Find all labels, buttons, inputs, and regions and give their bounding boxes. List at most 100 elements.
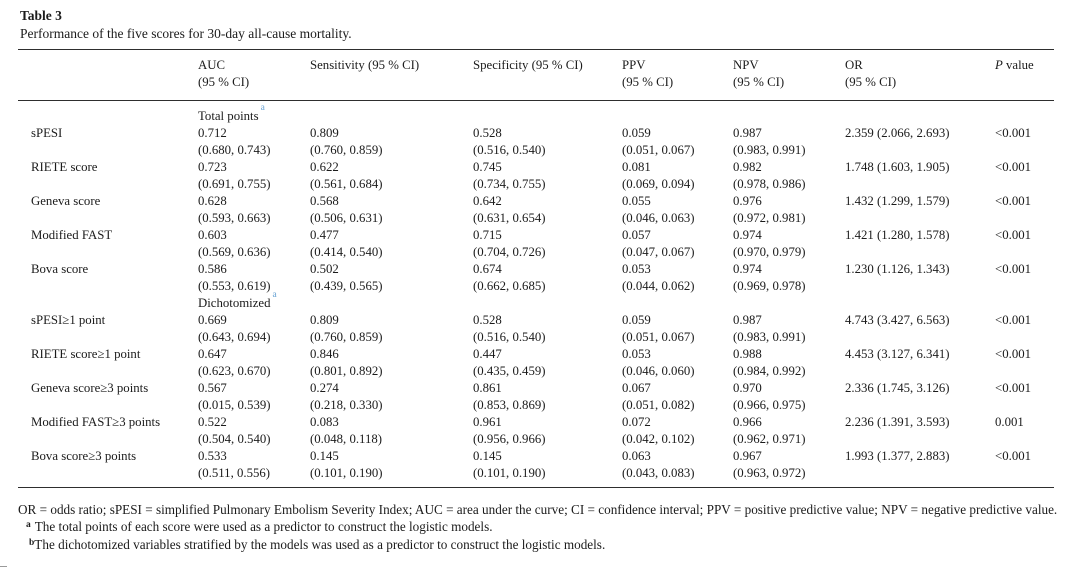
sensitivity-cell: 0.622 (0.561, 0.684) (310, 160, 383, 191)
table-row: Modified FAST≥3 points 0.522 (0.504, 0.540… (18, 414, 1054, 448)
npv-cell: 0.987 (0.983, 0.991) (733, 313, 806, 344)
npv-cell: 0.970 (0.966, 0.975) (733, 381, 806, 412)
abbreviations-note: OR = odds ratio; sPESI = simplified Pulm… (18, 502, 1058, 517)
row-label-cell: Geneva score≥3 points (31, 381, 149, 395)
npv-cell: 0.967 (0.963, 0.972) (733, 448, 845, 488)
specificity-cell: 0.145 (0.101, 0.190) (473, 448, 622, 488)
table-title: Table 3 (20, 8, 62, 23)
sensitivity-cell: 0.809 (0.760, 0.859) (310, 126, 383, 157)
table-header: AUC (95 % CI) Sensitivity (95 % CI) Specifi… (18, 49, 1054, 101)
table-row: Geneva score 0.628 (0.593, 0.663) 0.568 (0.5… (18, 193, 1054, 227)
table-row: Modified FAST 0.603 (0.569, 0.636) 0.477 (0.… (18, 227, 1054, 261)
row-label-cell: Modified FAST (31, 228, 113, 242)
column-header: P value (995, 49, 1054, 101)
specificity-cell: 0.447 (0.435, 0.459) (473, 347, 546, 378)
footnotes: OR = odds ratio; sPESI = simplified Pulm… (18, 501, 1060, 553)
sensitivity-cell: 0.809 (0.760, 0.859) (310, 313, 383, 344)
ppv-cell: 0.059 (0.051, 0.067) (622, 126, 695, 157)
table-row: sPESI≥1 point 0.669 (0.643, 0.694) 0.809 (0.… (18, 312, 1054, 346)
sensitivity-cell: 0.274 (0.218, 0.330) (310, 381, 383, 412)
ppv-cell: 0.067 (0.051, 0.082) (622, 381, 695, 412)
sensitivity-cell: 0.083 (0.048, 0.118) (310, 415, 383, 446)
empty-cell (18, 101, 198, 126)
specificity-cell: 0.528 (0.516, 0.540) (473, 313, 546, 344)
or-cell: 4.453 (3.127, 6.341) (845, 347, 950, 361)
npv-cell: 0.966 (0.962, 0.971) (733, 415, 806, 446)
auc-cell: 0.586 (0.553, 0.619) (198, 262, 271, 293)
footnote-a-text: The total points of each score were used… (34, 519, 493, 535)
or-cell: 4.743 (3.427, 6.563) (845, 313, 950, 327)
ppv-cell: 0.072 (0.042, 0.102) (622, 415, 695, 446)
p-value-cell: <0.001 (995, 126, 1032, 140)
auc-cell: 0.533 (0.511, 0.556) (198, 448, 310, 488)
footnote-marker: a (272, 290, 277, 301)
specificity-cell: 0.528 (0.516, 0.540) (473, 126, 546, 157)
row-label-cell: Modified FAST≥3 points (31, 415, 161, 429)
column-header: AUC (95 % CI) (198, 49, 310, 101)
npv-cell: 0.982 (0.978, 0.986) (733, 160, 806, 191)
table-body: Total pointsa sPESI 0.712 (0.680, 0.743) 0.8… (18, 101, 1054, 488)
section-header-row: Total pointsa (18, 101, 1054, 126)
p-value-cell: <0.001 (995, 381, 1032, 395)
ppv-cell: 0.055 (0.046, 0.063) (622, 194, 695, 225)
p-value-cell: <0.001 (995, 160, 1032, 174)
row-label-cell: sPESI≥1 point (31, 313, 106, 327)
auc-cell: 0.603 (0.569, 0.636) (198, 228, 271, 259)
page-crop-mark (0, 566, 7, 567)
auc-cell: 0.712 (0.680, 0.743) (198, 126, 271, 157)
ppv-cell: 0.081 (0.069, 0.094) (622, 160, 695, 191)
ppv-cell: 0.057 (0.047, 0.067) (622, 228, 695, 259)
results-table: AUC (95 % CI) Sensitivity (95 % CI) Specifi… (18, 49, 1054, 488)
section-header-row: Dichotomizeda (18, 290, 1054, 312)
table-row: Geneva score≥3 points 0.567 (0.015, 0.539)… (18, 380, 1054, 414)
row-label-cell: Geneva score (31, 194, 101, 208)
row-label-cell: RIETE score≥1 point (31, 347, 141, 361)
npv-cell: 0.988 (0.984, 0.992) (733, 347, 806, 378)
section-header-cell: Total pointsa (198, 103, 265, 123)
header-row: AUC (95 % CI) Sensitivity (95 % CI) Specifi… (18, 49, 1054, 101)
npv-cell: 0.987 (0.983, 0.991) (733, 126, 806, 157)
ppv-cell: 0.059 (0.051, 0.067) (622, 313, 695, 344)
footnote-b: bThe dichotomized variables stratified b… (18, 536, 1060, 553)
or-cell: 2.336 (1.745, 3.126) (845, 381, 950, 395)
sensitivity-cell: 0.477 (0.414, 0.540) (310, 228, 383, 259)
specificity-cell: 0.715 (0.704, 0.726) (473, 228, 546, 259)
row-label-cell: Bova score≥3 points (18, 448, 198, 488)
footnote-a: a The total points of each score were use… (18, 518, 1060, 535)
or-cell: 1.421 (1.280, 1.578) (845, 228, 950, 242)
ppv-cell: 0.053 (0.044, 0.062) (622, 262, 695, 293)
auc-cell: 0.628 (0.593, 0.663) (198, 194, 271, 225)
specificity-cell: 0.642 (0.631, 0.654) (473, 194, 546, 225)
empty-cell (18, 295, 198, 312)
section-header-cell: Dichotomizeda (198, 290, 277, 310)
or-cell: 1.432 (1.299, 1.579) (845, 194, 950, 208)
or-cell: 1.993 (1.377, 2.883) (845, 448, 995, 488)
column-header: OR (95 % CI) (845, 49, 995, 101)
table-caption: Performance of the five scores for 30-da… (20, 26, 352, 41)
table-row: RIETE score≥1 point 0.647 (0.623, 0.670) 0.… (18, 346, 1054, 380)
footnote-b-marker: b (29, 537, 35, 548)
specificity-cell: 0.674 (0.662, 0.685) (473, 262, 546, 293)
or-cell: 1.230 (1.126, 1.343) (845, 262, 950, 276)
sensitivity-cell: 0.568 (0.506, 0.631) (310, 194, 383, 225)
sensitivity-cell: 0.502 (0.439, 0.565) (310, 262, 383, 293)
npv-cell: 0.974 (0.969, 0.978) (733, 262, 806, 293)
row-label-cell: RIETE score (31, 160, 98, 174)
or-cell: 1.748 (1.603, 1.905) (845, 160, 950, 174)
footnote-marker: a (260, 103, 265, 114)
p-value-cell: <0.001 (995, 448, 1054, 488)
p-value-cell: <0.001 (995, 347, 1032, 361)
auc-cell: 0.567 (0.015, 0.539) (198, 381, 271, 412)
sensitivity-cell: 0.145 (0.101, 0.190) (310, 448, 473, 488)
column-header (18, 49, 198, 101)
p-value-cell: <0.001 (995, 194, 1032, 208)
auc-cell: 0.522 (0.504, 0.540) (198, 415, 271, 446)
column-header: PPV (95 % CI) (622, 49, 733, 101)
auc-cell: 0.647 (0.623, 0.670) (198, 347, 271, 378)
ppv-cell: 0.053 (0.046, 0.060) (622, 347, 695, 378)
table-row: sPESI 0.712 (0.680, 0.743) 0.809 (0.760, 0.8… (18, 125, 1054, 159)
ppv-cell: 0.063 (0.043, 0.083) (622, 448, 733, 488)
sensitivity-cell: 0.846 (0.801, 0.892) (310, 347, 383, 378)
table-row: RIETE score 0.723 (0.691, 0.755) 0.622 (0.56… (18, 159, 1054, 193)
npv-cell: 0.976 (0.972, 0.981) (733, 194, 806, 225)
